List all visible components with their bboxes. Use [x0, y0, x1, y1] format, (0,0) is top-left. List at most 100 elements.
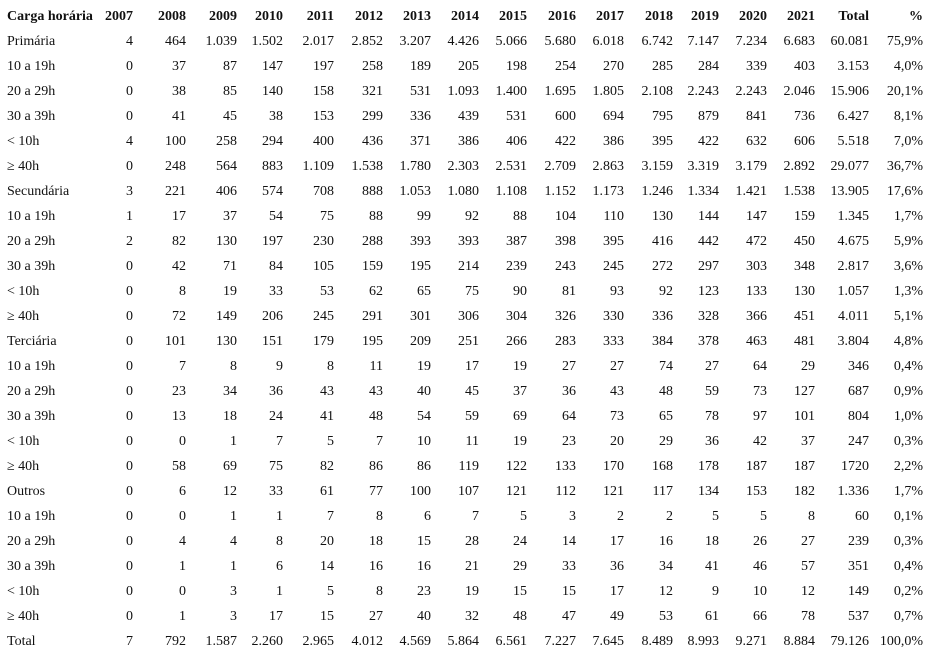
table-cell: 0: [126, 409, 133, 424]
table-cell: 19: [417, 359, 431, 374]
table-cell: 336: [652, 309, 673, 324]
table-cell: 15: [513, 584, 527, 599]
table-cell: 4,0%: [893, 59, 923, 74]
table-cell: 147: [746, 209, 767, 224]
table-cell: 61: [320, 484, 334, 499]
table-cell: 2,2%: [893, 459, 923, 474]
table-cell: 0: [126, 84, 133, 99]
table-cell: 1.538: [783, 184, 816, 199]
table-cell: 285: [652, 59, 673, 74]
table-cell: 36,7%: [886, 159, 923, 174]
table-cell: 7.147: [687, 34, 720, 49]
row-label: 10 a 19h: [7, 509, 56, 524]
table-cell: 20: [610, 434, 624, 449]
row-label: 30 a 39h: [7, 259, 56, 274]
table-cell: 17: [610, 534, 624, 549]
table-cell: 33: [269, 484, 283, 499]
table-cell: 57: [801, 559, 815, 574]
table-cell: 104: [555, 209, 576, 224]
table-cell: 0: [126, 359, 133, 374]
table-cell: 2.863: [592, 159, 625, 174]
table-cell: 0,3%: [893, 534, 923, 549]
table-cell: 65: [417, 284, 431, 299]
table-cell: 13.905: [830, 184, 870, 199]
table-cell: 284: [698, 59, 719, 74]
table-cell: 24: [513, 534, 527, 549]
table-cell: 66: [753, 609, 767, 624]
table-cell: 841: [746, 109, 767, 124]
table-cell: 64: [562, 409, 576, 424]
table-cell: 42: [753, 434, 767, 449]
table-cell: 5.680: [544, 34, 577, 49]
table-cell: 395: [652, 134, 673, 149]
header-cell: 2010: [255, 9, 283, 24]
header-cell: 2012: [355, 9, 383, 24]
table-cell: 23: [562, 434, 576, 449]
table-cell: 13: [172, 409, 186, 424]
table-cell: 18: [369, 534, 383, 549]
table-cell: 182: [794, 484, 815, 499]
table-cell: 378: [698, 334, 719, 349]
header-cell: 2008: [158, 9, 186, 24]
table-cell: 121: [506, 484, 527, 499]
table-cell: 2.892: [783, 159, 816, 174]
table-cell: 245: [603, 259, 624, 274]
table-cell: 8.993: [687, 634, 720, 649]
header-cell: 2020: [739, 9, 767, 24]
table-cell: 36: [610, 559, 624, 574]
table-cell: 37: [513, 384, 527, 399]
table-cell: 348: [794, 259, 815, 274]
table-cell: 15: [562, 584, 576, 599]
table-cell: 37: [223, 209, 237, 224]
header-cell: 2013: [403, 9, 431, 24]
table-cell: 59: [465, 409, 479, 424]
table-cell: 101: [165, 334, 186, 349]
table-cell: 29.077: [830, 159, 870, 174]
table-cell: 29: [513, 559, 527, 574]
table-cell: 1.057: [837, 284, 870, 299]
table-cell: 0: [126, 309, 133, 324]
table-cell: 19: [513, 359, 527, 374]
table-cell: 92: [465, 209, 479, 224]
table-cell: 393: [458, 234, 479, 249]
table-cell: 1.538: [351, 159, 384, 174]
table-cell: 1.108: [495, 184, 528, 199]
header-cell: Total: [838, 9, 869, 24]
table-cell: 248: [165, 159, 186, 174]
table-cell: 168: [652, 459, 673, 474]
table-cell: 328: [698, 309, 719, 324]
table-cell: 99: [417, 209, 431, 224]
table-cell: 451: [794, 309, 815, 324]
table-cell: 4: [126, 134, 133, 149]
table-cell: 230: [313, 234, 334, 249]
table-cell: 7: [126, 634, 133, 649]
table-cell: 119: [458, 459, 479, 474]
table-cell: 16: [659, 534, 673, 549]
row-label: 20 a 29h: [7, 234, 56, 249]
table-cell: 395: [603, 234, 624, 249]
row-label: ≥ 40h: [7, 159, 40, 174]
header-cell: %: [909, 9, 923, 24]
table-cell: 251: [458, 334, 479, 349]
table-cell: 422: [698, 134, 719, 149]
table-cell: 1,7%: [893, 484, 923, 499]
table-cell: 0,1%: [893, 509, 923, 524]
table-cell: 0: [126, 384, 133, 399]
table-cell: 15.906: [830, 84, 870, 99]
table-cell: 384: [652, 334, 673, 349]
table-cell: 0,2%: [893, 584, 923, 599]
table-cell: 75: [269, 459, 283, 474]
table-cell: 74: [659, 359, 673, 374]
row-label: < 10h: [7, 434, 40, 449]
table-cell: 272: [652, 259, 673, 274]
table-cell: 4: [126, 34, 133, 49]
table-cell: 16: [369, 559, 383, 574]
table-cell: 75: [320, 209, 334, 224]
table-cell: 69: [223, 459, 237, 474]
table-cell: 7: [376, 434, 383, 449]
table-cell: 214: [458, 259, 479, 274]
table-cell: 442: [698, 234, 719, 249]
table-cell: 481: [794, 334, 815, 349]
table-cell: 386: [603, 134, 624, 149]
table-cell: 7,0%: [893, 134, 923, 149]
